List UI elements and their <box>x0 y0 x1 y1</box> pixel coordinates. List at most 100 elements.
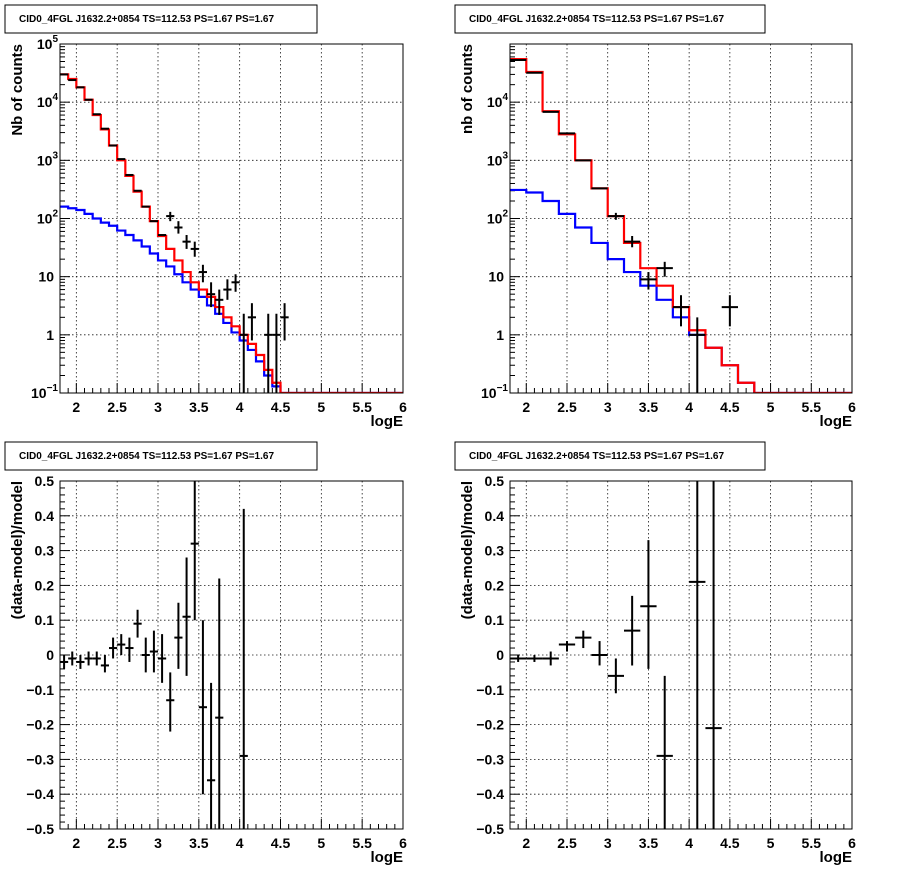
data-point <box>264 313 273 393</box>
x-tick-label: 4 <box>236 835 244 851</box>
series-step-line-1 <box>510 188 852 393</box>
data-point <box>705 481 722 829</box>
y-tick-label: −0.1 <box>476 682 504 698</box>
x-tick-label: 3.5 <box>639 835 659 851</box>
x-tick-label: 5 <box>317 399 325 415</box>
data-point <box>510 655 527 662</box>
data-point <box>207 282 216 308</box>
x-tick-label: 2.5 <box>557 835 577 851</box>
data-point <box>60 655 69 669</box>
plot-area <box>60 481 248 829</box>
data-point <box>92 651 101 666</box>
data-point <box>656 675 673 829</box>
x-axis-label: logE <box>371 849 404 866</box>
data-point <box>215 289 224 315</box>
x-tick-label: 5 <box>767 835 775 851</box>
data-point <box>166 211 175 222</box>
series-step-line-1 <box>60 205 403 393</box>
data-point <box>721 295 738 327</box>
x-tick-label: 6 <box>399 835 407 851</box>
y-axis-label: (data-model)/model <box>459 481 476 619</box>
data-point <box>689 481 706 829</box>
x-tick-label: 6 <box>399 399 407 415</box>
x-tick-label: 5.5 <box>802 835 822 851</box>
data-point <box>84 651 93 666</box>
plot-frame <box>509 480 853 830</box>
y-tick-label: −0.4 <box>26 786 54 802</box>
y-tick-label: 10−1 <box>481 383 508 401</box>
title-box <box>454 441 766 471</box>
x-tick-label: 2 <box>72 835 80 851</box>
x-axis-label: logE <box>820 849 853 866</box>
data-point <box>689 317 706 393</box>
plot-frame <box>59 480 404 830</box>
data-point <box>247 303 256 341</box>
data-point <box>141 637 150 673</box>
y-tick-label: −0.5 <box>26 821 54 837</box>
data-point <box>174 221 183 234</box>
y-tick-label: 0.3 <box>35 543 55 559</box>
data-point <box>231 274 240 292</box>
y-tick-label: 0.4 <box>485 508 505 524</box>
y-tick-label: 104 <box>487 92 509 110</box>
x-tick-label: 5.5 <box>352 835 372 851</box>
y-axis-label: (data-model)/model <box>9 481 26 619</box>
data-point <box>182 557 191 676</box>
y-tick-label: −0.4 <box>476 786 504 802</box>
y-tick-label: 102 <box>487 209 509 227</box>
data-point <box>174 602 183 669</box>
data-point <box>272 313 281 393</box>
y-tick-label: 105 <box>37 34 59 52</box>
data-point <box>624 595 641 666</box>
data-point <box>591 641 608 666</box>
x-tick-label: 4 <box>685 835 693 851</box>
data-point <box>182 235 191 249</box>
plot-frame <box>59 43 404 394</box>
data-point <box>239 313 248 393</box>
x-tick-label: 2.5 <box>557 399 577 415</box>
x-tick-label: 3.5 <box>189 835 209 851</box>
y-tick-label: 0.1 <box>35 612 55 628</box>
title-box <box>454 4 766 34</box>
y-tick-label: 10−1 <box>31 383 58 401</box>
x-tick-label: 5 <box>767 399 775 415</box>
y-tick-label: −0.2 <box>476 717 504 733</box>
data-point <box>198 264 207 283</box>
y-tick-label: −0.3 <box>26 751 54 767</box>
x-tick-label: 5 <box>317 835 325 851</box>
chart-panel-2: 2 2.5 3 3.5 4 4.5 5 5.5 6 10−1 1 10 102 103 104 logE nb … <box>454 4 856 430</box>
y-tick-label: 0 <box>46 647 54 663</box>
plot-frame <box>509 43 853 394</box>
x-tick-label: 4.5 <box>720 399 740 415</box>
data-point <box>223 279 232 300</box>
data-point <box>125 637 134 662</box>
data-point <box>68 651 77 666</box>
y-tick-label: 103 <box>487 150 509 168</box>
data-point <box>640 272 657 290</box>
data-point <box>198 620 207 795</box>
data-point <box>149 630 158 673</box>
x-tick-label: 4.5 <box>271 835 291 851</box>
data-point <box>166 672 175 732</box>
series-step-line-2 <box>60 73 403 393</box>
chart-panel-3: 2 2.5 3 3.5 4 4.5 5 5.5 6 −0.5 −0.4 −0.3 −0.2 −0.1 0 0.… <box>4 441 407 866</box>
y-tick-label: 1 <box>496 327 504 343</box>
data-point <box>575 630 592 649</box>
x-tick-label: 4 <box>685 399 693 415</box>
plot-area <box>510 58 852 393</box>
y-tick-label: 0.2 <box>485 577 505 593</box>
x-tick-label: 2 <box>522 835 530 851</box>
y-tick-label: 1 <box>46 327 54 343</box>
y-tick-label: −0.2 <box>26 717 54 733</box>
y-tick-label: 0.5 <box>35 473 55 489</box>
data-point <box>656 261 673 277</box>
y-tick-label: −0.3 <box>476 751 504 767</box>
data-point <box>117 634 126 655</box>
y-tick-label: 0.3 <box>485 543 505 559</box>
title-box <box>4 441 318 471</box>
plot-area <box>510 481 722 829</box>
x-tick-label: 4.5 <box>720 835 740 851</box>
data-point <box>215 578 224 829</box>
x-tick-label: 2.5 <box>107 835 127 851</box>
